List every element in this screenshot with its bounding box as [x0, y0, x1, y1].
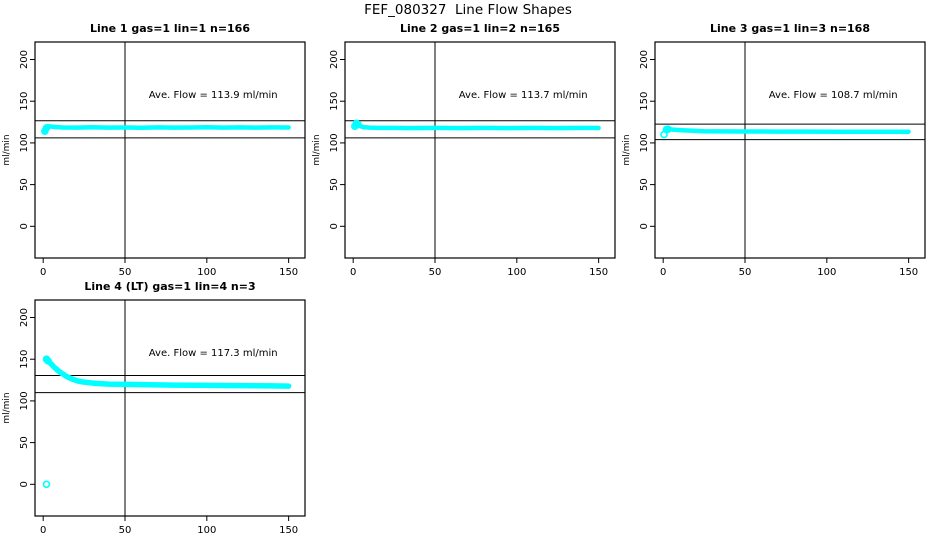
x-tick-label: 0	[350, 267, 356, 278]
chart-line-1: Line 1 gas=1 lin=1 n=166 0 50 100 150 0 50 100 1…	[0, 18, 312, 282]
data-point	[44, 357, 52, 365]
chart-canvas: Line 3 gas=1 lin=3 n=168 0 50 100 150 0 50 100 1…	[622, 22, 926, 278]
x-tick-label: 100	[197, 267, 216, 278]
y-tick-label: 100	[19, 391, 30, 410]
y-axis-label: ml/min	[312, 134, 322, 165]
data-point	[42, 355, 51, 364]
figure-title: FEF_080327 Line Flow Shapes	[364, 2, 572, 18]
y-tick-label: 200	[639, 50, 650, 69]
x-tick-label: 150	[589, 267, 608, 278]
chart-line-2: Line 2 gas=1 lin=2 n=165 0 50 100 150 0 50 100 1…	[310, 18, 622, 282]
x-tick-label: 0	[40, 267, 46, 278]
ave-flow-annotation: Ave. Flow = 113.7 ml/min	[459, 90, 588, 101]
plot-box	[34, 299, 306, 517]
y-axis-label: ml/min	[2, 392, 12, 423]
data-point	[42, 480, 51, 489]
subplot-title: Line 2 gas=1 lin=2 n=165	[400, 22, 560, 35]
y-axis-label: ml/min	[2, 134, 12, 165]
plot-box	[34, 41, 306, 259]
x-tick-label: 150	[899, 267, 918, 278]
flow-data-series	[664, 126, 911, 134]
y-tick-label: 0	[19, 481, 30, 487]
data-point	[42, 124, 51, 132]
chart-line-4: Line 4 (LT) gas=1 lin=4 n=3 0 50 100 150 0 50 1…	[0, 276, 312, 540]
y-tick-label: 50	[19, 178, 30, 191]
flow-data-series	[42, 123, 291, 134]
y-tick-label: 150	[329, 92, 340, 111]
chart-canvas: Line 1 gas=1 lin=1 n=166 0 50 100 150 0 50 100 1…	[2, 22, 306, 278]
x-tick-label: 0	[40, 525, 46, 536]
subplot-title: Line 4 (LT) gas=1 lin=4 n=3	[84, 280, 255, 293]
x-tick-label: 50	[119, 267, 132, 278]
y-tick-label: 100	[329, 133, 340, 152]
flow-data-series	[43, 356, 292, 389]
ave-flow-annotation: Ave. Flow = 117.3 ml/min	[149, 348, 278, 359]
y-tick-label: 0	[329, 223, 340, 229]
x-tick-label: 50	[739, 267, 752, 278]
y-tick-label: 150	[19, 350, 30, 369]
x-tick-label: 0	[660, 267, 666, 278]
data-point	[664, 125, 672, 133]
data-point	[354, 120, 362, 129]
y-tick-label: 0	[639, 223, 650, 229]
x-tick-label: 100	[817, 267, 836, 278]
y-tick-label: 150	[19, 92, 30, 111]
y-axis-label: ml/min	[622, 134, 632, 165]
x-tick-label: 150	[279, 525, 298, 536]
chart-canvas: Line 4 (LT) gas=1 lin=4 n=3 0 50 100 150 0 50 1…	[2, 280, 306, 536]
y-tick-label: 100	[19, 133, 30, 152]
subplot-title: Line 1 gas=1 lin=1 n=166	[90, 22, 250, 35]
y-tick-label: 150	[639, 92, 650, 111]
x-tick-label: 100	[507, 267, 526, 278]
y-tick-label: 200	[19, 50, 30, 69]
flow-data-series	[352, 121, 601, 131]
y-tick-label: 200	[329, 50, 340, 69]
plot-box	[344, 41, 616, 259]
y-tick-label: 50	[639, 178, 650, 191]
x-tick-label: 150	[279, 267, 298, 278]
x-tick-label: 100	[197, 525, 216, 536]
chart-line-3: Line 3 gas=1 lin=3 n=168 0 50 100 150 0 50 100 1…	[620, 18, 932, 282]
chart-canvas: Line 2 gas=1 lin=2 n=165 0 50 100 150 0 50 100 1…	[312, 22, 616, 278]
ave-flow-annotation: Ave. Flow = 108.7 ml/min	[769, 90, 898, 101]
y-tick-label: 0	[19, 223, 30, 229]
plot-box	[654, 41, 926, 259]
subplot-title: Line 3 gas=1 lin=3 n=168	[710, 22, 870, 35]
y-tick-label: 200	[19, 308, 30, 327]
y-tick-label: 50	[19, 436, 30, 449]
y-tick-label: 50	[329, 178, 340, 191]
ave-flow-annotation: Ave. Flow = 113.9 ml/min	[149, 90, 278, 101]
y-tick-label: 100	[639, 133, 650, 152]
x-tick-label: 50	[429, 267, 442, 278]
x-tick-label: 50	[119, 525, 132, 536]
